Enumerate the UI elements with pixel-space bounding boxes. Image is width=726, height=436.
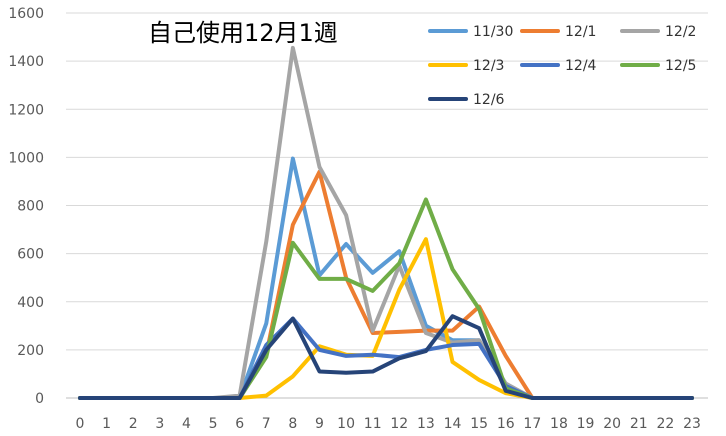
gridlines: [66, 12, 708, 399]
series-line-12-2: [78, 45, 694, 400]
y-tick-label: 800: [17, 199, 44, 215]
y-tick-label: 1600: [8, 6, 44, 22]
legend-label: 12/3: [473, 58, 504, 74]
legend-label: 12/5: [665, 58, 696, 74]
y-tick-label: 200: [17, 343, 44, 359]
x-tick-label: 3: [155, 416, 164, 432]
y-tick-label: 1400: [8, 54, 44, 70]
x-tick-label: 0: [76, 416, 85, 432]
x-tick-label: 9: [315, 416, 324, 432]
x-tick-label: 18: [550, 416, 568, 432]
x-tick-label: 11: [364, 416, 382, 432]
legend-label: 12/2: [665, 24, 696, 40]
x-tick-label: 16: [497, 416, 515, 432]
x-tick-label: 23: [683, 416, 701, 432]
x-tick-label: 7: [262, 416, 271, 432]
x-axis-ticks: 0 1 2 3 4 5 6 7 8 9 10 11 12 13 14 15 16 17 18 19 20 21 22 23: [76, 416, 701, 432]
x-tick-label: 6: [235, 416, 244, 432]
x-tick-label: 20: [603, 416, 621, 432]
x-tick-label: 21: [630, 416, 648, 432]
x-tick-label: 19: [577, 416, 595, 432]
legend-label: 12/6: [473, 92, 505, 108]
y-tick-label: 400: [17, 295, 44, 311]
x-tick-label: 2: [129, 416, 138, 432]
legend-label: 12/1: [565, 24, 596, 40]
y-tick-label: 1000: [8, 150, 44, 166]
x-tick-label: 12: [390, 416, 408, 432]
series-lines: [78, 45, 694, 400]
x-tick-label: 22: [656, 416, 674, 432]
x-tick-label: 14: [444, 416, 462, 432]
legend-label: 12/4: [565, 58, 597, 74]
series-line-12-6: [78, 314, 694, 400]
x-tick-label: 4: [182, 416, 191, 432]
x-tick-label: 5: [209, 416, 218, 432]
y-tick-label: 600: [17, 247, 44, 263]
y-tick-label: 1200: [8, 102, 44, 118]
x-tick-label: 1: [102, 416, 111, 432]
y-tick-label: 0: [35, 391, 44, 407]
x-tick-label: 8: [288, 416, 297, 432]
x-tick-label: 17: [523, 416, 541, 432]
chart-title: 自己使用12月1週: [148, 19, 338, 47]
x-tick-label: 15: [470, 416, 488, 432]
x-tick-label: 10: [337, 416, 355, 432]
legend-label: 11/30: [473, 24, 513, 40]
y-axis-ticks: 0 200 400 600 800 1000 1200 1400 1600: [8, 6, 44, 407]
legend: 11/30 12/1 12/2 12/3 12/4 12/5 12/6: [428, 24, 696, 108]
x-tick-label: 13: [417, 416, 435, 432]
